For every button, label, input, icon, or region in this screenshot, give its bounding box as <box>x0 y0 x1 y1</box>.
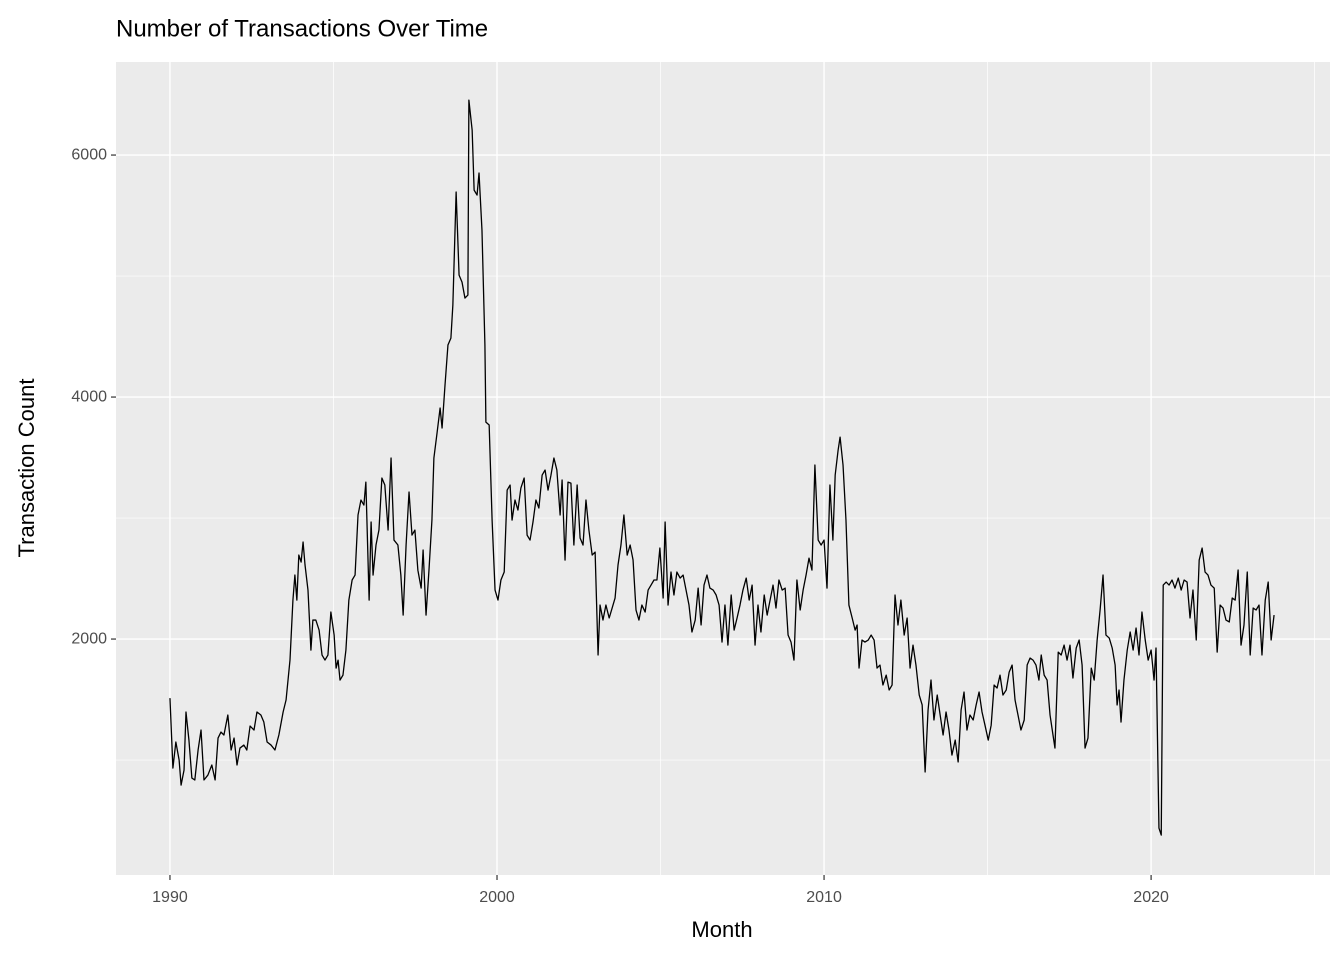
data-line <box>169 99 1275 836</box>
chart-title: Number of Transactions Over Time <box>116 15 488 42</box>
x-tick-label: 2000 <box>479 889 515 906</box>
x-tick-label: 2020 <box>1133 889 1169 906</box>
x-tick-label: 2010 <box>806 889 842 906</box>
y-tick-label: 4000 <box>71 388 107 405</box>
panel <box>116 62 1330 875</box>
y-tick-label: 2000 <box>71 630 107 647</box>
x-tick-label: 1990 <box>152 889 188 906</box>
y-axis-label: Transaction Count <box>14 379 39 558</box>
x-axis-label: Month <box>691 917 752 942</box>
y-tick-label: 6000 <box>71 146 107 163</box>
